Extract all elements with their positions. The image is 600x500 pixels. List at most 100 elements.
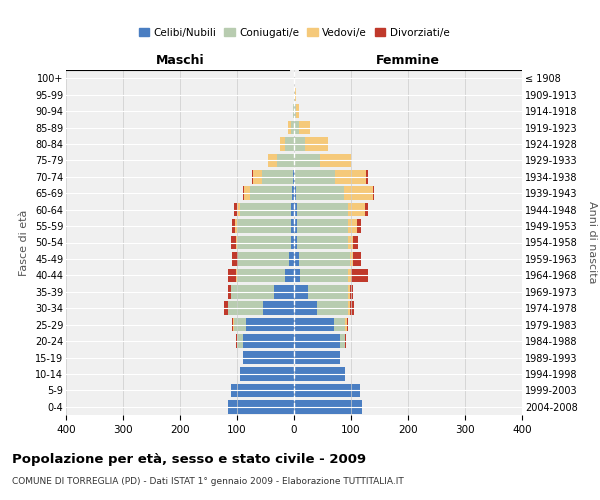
Bar [335,170,367,183]
Bar [294,318,334,332]
Bar [294,268,300,282]
Text: Femmine: Femmine [376,54,440,66]
Bar [294,186,296,200]
Bar [238,252,289,266]
Bar [348,268,351,282]
Bar [365,203,368,216]
Bar [353,236,358,249]
Bar [348,285,350,298]
Bar [244,186,250,200]
Bar [348,302,350,315]
Bar [237,220,291,233]
Bar [268,154,277,167]
Bar [350,302,355,315]
Bar [294,170,295,183]
Bar [346,318,347,332]
Legend: Celibi/Nubili, Coniugati/e, Vedovi/e, Divorziati/e: Celibi/Nubili, Coniugati/e, Vedovi/e, Di… [134,24,454,42]
Bar [291,220,294,233]
Bar [232,384,294,397]
Bar [232,252,238,266]
Bar [237,236,291,249]
Bar [232,318,233,332]
Bar [294,334,340,348]
Bar [243,186,244,200]
Bar [252,170,253,183]
Bar [348,220,356,233]
Bar [317,302,348,315]
Text: COMUNE DI TORREGLIA (PD) - Dati ISTAT 1° gennaio 2009 - Elaborazione TUTTITALIA.: COMUNE DI TORREGLIA (PD) - Dati ISTAT 1°… [12,478,404,486]
Bar [367,170,368,183]
Bar [348,203,365,216]
Bar [351,268,368,282]
Bar [286,137,294,150]
Bar [294,137,305,150]
Bar [237,334,242,348]
Bar [334,318,346,332]
Bar [294,302,317,315]
Bar [295,170,335,183]
Bar [234,318,245,332]
Bar [294,400,362,413]
Bar [294,236,297,249]
Bar [297,220,348,233]
Bar [294,154,320,167]
Bar [350,285,353,298]
Bar [262,170,293,183]
Bar [296,104,299,118]
Bar [294,351,340,364]
Bar [250,186,292,200]
Bar [297,236,348,249]
Bar [274,285,294,298]
Bar [305,137,328,150]
Bar [294,203,297,216]
Bar [291,203,294,216]
Bar [234,203,237,216]
Bar [294,285,308,298]
Bar [280,137,286,150]
Bar [242,334,294,348]
Bar [232,236,236,249]
Text: Popolazione per età, sesso e stato civile - 2009: Popolazione per età, sesso e stato civil… [12,452,366,466]
Bar [253,170,262,183]
Bar [232,285,274,298]
Bar [299,252,350,266]
Bar [295,88,296,102]
Bar [224,302,229,315]
Bar [294,252,299,266]
Y-axis label: Fasce di età: Fasce di età [19,210,29,276]
Bar [228,268,236,282]
Bar [237,268,286,282]
Bar [263,302,294,315]
Text: Maschi: Maschi [155,54,205,66]
Bar [229,302,263,315]
Bar [288,121,291,134]
Bar [353,252,361,266]
Bar [299,121,310,134]
Bar [229,400,294,413]
Bar [236,334,237,348]
Bar [297,203,348,216]
Bar [344,186,373,200]
Bar [294,104,296,118]
Bar [286,268,294,282]
Bar [232,220,235,233]
Bar [289,252,294,266]
Bar [240,367,294,380]
Bar [229,285,232,298]
Bar [237,203,240,216]
Bar [320,154,351,167]
Bar [277,154,294,167]
Bar [340,334,346,348]
Bar [291,121,294,134]
Bar [291,236,294,249]
Bar [356,220,361,233]
Bar [294,88,295,102]
Bar [294,367,346,380]
Bar [350,252,353,266]
Bar [293,170,294,183]
Bar [245,318,294,332]
Bar [348,236,353,249]
Bar [373,186,374,200]
Bar [294,384,359,397]
Bar [300,268,348,282]
